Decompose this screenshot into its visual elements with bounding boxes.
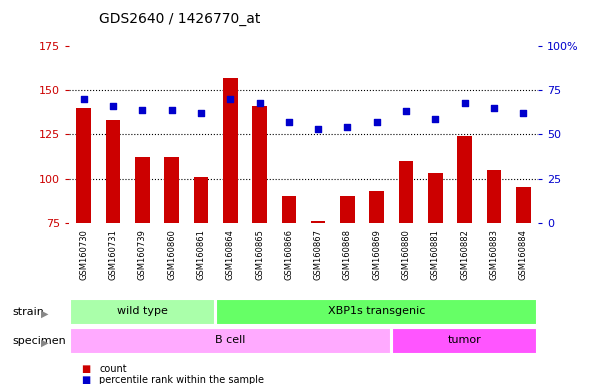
- Point: [138, 107, 147, 113]
- Bar: [216, 299, 537, 325]
- Bar: [106, 120, 120, 223]
- Text: specimen: specimen: [12, 336, 66, 346]
- Text: GSM160730: GSM160730: [79, 229, 88, 280]
- Text: GSM160883: GSM160883: [489, 229, 498, 280]
- Text: GSM160860: GSM160860: [167, 229, 176, 280]
- Text: ■: ■: [81, 375, 90, 384]
- Bar: [398, 161, 413, 223]
- Bar: [70, 299, 215, 325]
- Text: GDS2640 / 1426770_at: GDS2640 / 1426770_at: [99, 12, 261, 25]
- Text: GSM160861: GSM160861: [197, 229, 206, 280]
- Text: GSM160866: GSM160866: [284, 229, 293, 280]
- Text: count: count: [99, 364, 127, 374]
- Point: [519, 110, 528, 116]
- Text: B cell: B cell: [215, 335, 245, 345]
- Bar: [70, 328, 391, 354]
- Point: [343, 124, 352, 131]
- Bar: [76, 108, 91, 223]
- Point: [196, 110, 206, 116]
- Point: [225, 96, 235, 102]
- Text: GSM160882: GSM160882: [460, 229, 469, 280]
- Point: [401, 108, 411, 114]
- Point: [79, 96, 88, 102]
- Point: [430, 116, 440, 122]
- Bar: [164, 157, 179, 223]
- Bar: [340, 196, 355, 223]
- Text: GSM160884: GSM160884: [519, 229, 528, 280]
- Point: [372, 119, 382, 125]
- Text: GSM160881: GSM160881: [431, 229, 440, 280]
- Text: tumor: tumor: [448, 335, 481, 345]
- Text: ▶: ▶: [41, 338, 49, 348]
- Bar: [487, 170, 501, 223]
- Text: percentile rank within the sample: percentile rank within the sample: [99, 375, 264, 384]
- Text: strain: strain: [12, 307, 44, 317]
- Text: GSM160880: GSM160880: [401, 229, 410, 280]
- Text: GSM160869: GSM160869: [372, 229, 381, 280]
- Bar: [457, 136, 472, 223]
- Text: ▶: ▶: [41, 309, 49, 319]
- Bar: [281, 196, 296, 223]
- Text: GSM160864: GSM160864: [226, 229, 235, 280]
- Bar: [370, 191, 384, 223]
- Bar: [516, 187, 531, 223]
- Text: GSM160739: GSM160739: [138, 229, 147, 280]
- Point: [460, 99, 469, 106]
- Point: [108, 103, 118, 109]
- Bar: [223, 78, 237, 223]
- Bar: [428, 173, 443, 223]
- Bar: [392, 328, 537, 354]
- Text: GSM160865: GSM160865: [255, 229, 264, 280]
- Text: GSM160867: GSM160867: [314, 229, 323, 280]
- Point: [284, 119, 294, 125]
- Bar: [311, 221, 326, 223]
- Point: [167, 107, 177, 113]
- Point: [489, 105, 499, 111]
- Point: [313, 126, 323, 132]
- Text: GSM160731: GSM160731: [109, 229, 118, 280]
- Text: ■: ■: [81, 364, 90, 374]
- Text: XBP1s transgenic: XBP1s transgenic: [328, 306, 426, 316]
- Point: [255, 99, 264, 106]
- Text: GSM160868: GSM160868: [343, 229, 352, 280]
- Bar: [194, 177, 209, 223]
- Text: wild type: wild type: [117, 306, 168, 316]
- Bar: [135, 157, 150, 223]
- Bar: [252, 106, 267, 223]
